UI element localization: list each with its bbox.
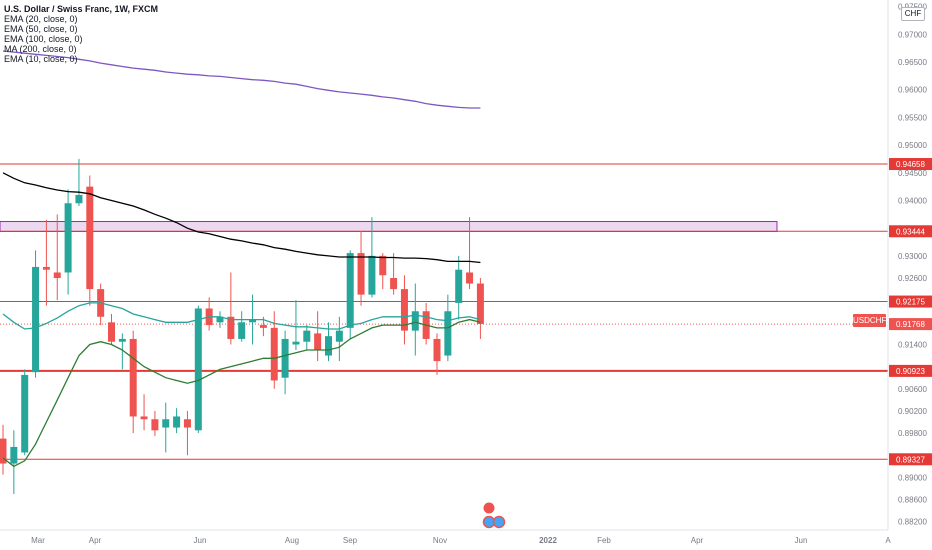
price-tick-label: 0.95000	[898, 141, 927, 150]
candle-body[interactable]	[10, 446, 18, 464]
candle-body[interactable]	[21, 374, 29, 453]
price-tag-label: 0.90923	[896, 367, 925, 376]
candle-body[interactable]	[108, 322, 115, 342]
time-tick-label: Apr	[691, 536, 704, 545]
price-tick-label: 0.96000	[898, 86, 927, 95]
price-tick-label: 0.94000	[898, 196, 927, 205]
candle-body[interactable]	[433, 338, 441, 362]
ma-series-line[interactable]	[2, 318, 481, 468]
indicator-ema50[interactable]: EMA (50, close, 0)	[4, 24, 78, 34]
candle-body[interactable]	[42, 266, 50, 270]
candle-body[interactable]	[281, 338, 289, 378]
time-tick-label: A	[885, 536, 891, 545]
candle-body[interactable]	[379, 255, 387, 276]
candle-body[interactable]	[346, 253, 354, 328]
price-tag-bg	[889, 225, 932, 238]
candle-body[interactable]	[411, 311, 419, 331]
price-tick-label: 0.90200	[898, 407, 927, 416]
price-tag-bg	[889, 453, 932, 466]
symbol-price-tag: USDCHF	[853, 314, 887, 327]
candle-body[interactable]	[118, 338, 126, 342]
indicator-ma200[interactable]: MA (200, close, 0)	[4, 44, 77, 54]
candle-body[interactable]	[455, 269, 463, 303]
currency-badge[interactable]: CHF	[901, 7, 925, 21]
price-tag-bg	[889, 295, 932, 308]
candle-body[interactable]	[140, 416, 148, 420]
candle-body[interactable]	[86, 186, 94, 290]
candle-body[interactable]	[335, 330, 343, 342]
time-tick-label: Nov	[433, 536, 447, 545]
ma-series-line[interactable]	[2, 302, 481, 330]
candle-body[interactable]	[183, 419, 191, 428]
price-tick-label: 0.89800	[898, 429, 927, 438]
candle-body[interactable]	[194, 308, 202, 431]
candle-body[interactable]	[400, 289, 408, 331]
price-tick-label: 0.89000	[898, 473, 927, 482]
candle-body[interactable]	[32, 266, 40, 373]
time-tick-label: Apr	[89, 536, 102, 545]
event-alert-icon[interactable]	[483, 502, 495, 514]
price-tag-bg	[889, 158, 932, 171]
candle-body[interactable]	[303, 330, 311, 342]
candle-body[interactable]	[259, 325, 267, 328]
candle-body[interactable]	[162, 419, 170, 428]
price-tick-label: 0.88600	[898, 496, 927, 505]
last-price-tag-bg	[889, 318, 932, 331]
candle-body[interactable]	[129, 338, 137, 417]
candle-body[interactable]	[0, 438, 7, 464]
candle-body[interactable]	[249, 319, 257, 323]
indicator-ema20[interactable]: EMA (20, close, 0)	[4, 14, 78, 24]
flag-us-icon[interactable]	[492, 515, 506, 529]
time-tick-label: Sep	[343, 536, 358, 545]
ma-series-line[interactable]	[2, 50, 481, 109]
candle-body[interactable]	[53, 272, 61, 279]
price-tag-label: 0.92175	[896, 298, 925, 307]
price-tick-label: 0.96500	[898, 58, 927, 67]
candle-body[interactable]	[292, 341, 300, 345]
candle-body[interactable]	[270, 327, 278, 381]
time-tick-label: Mar	[31, 536, 45, 545]
candle-body[interactable]	[476, 283, 484, 324]
price-tick-label: 0.91400	[898, 340, 927, 349]
candle-body[interactable]	[444, 311, 452, 356]
price-tick-label: 0.93000	[898, 252, 927, 261]
candle-body[interactable]	[466, 272, 474, 284]
price-tag-label: 0.93444	[896, 227, 925, 236]
price-tag-bg	[889, 364, 932, 377]
candle-body[interactable]	[64, 203, 72, 273]
candle-body[interactable]	[238, 322, 246, 339]
candle-body[interactable]	[325, 336, 332, 356]
candle-body[interactable]	[173, 416, 181, 428]
price-tick-label: 0.92600	[898, 274, 927, 283]
price-tick-label: 0.88200	[898, 518, 927, 527]
indicator-ema100[interactable]: EMA (100, close, 0)	[4, 34, 83, 44]
price-tag-label: 0.94658	[896, 160, 925, 169]
resistance-zone[interactable]	[0, 221, 778, 232]
price-tick-label: 0.97000	[898, 30, 927, 39]
candle-body[interactable]	[216, 316, 224, 323]
time-tick-label: Jun	[795, 536, 808, 545]
price-tick-label: 0.95500	[898, 113, 927, 122]
time-tick-label: 2022	[539, 536, 557, 545]
time-tick-label: Jun	[194, 536, 207, 545]
price-tick-label: 0.94500	[898, 169, 927, 178]
chart-legend: U.S. Dollar / Swiss Franc, 1W, FXCM EMA …	[4, 4, 158, 64]
candle-body[interactable]	[368, 255, 376, 295]
price-tag-label: 0.89327	[896, 455, 925, 464]
candle-body[interactable]	[357, 253, 365, 295]
candle-body[interactable]	[390, 278, 398, 290]
ma-series-line[interactable]	[2, 172, 481, 264]
price-tick-label: 0.90600	[898, 385, 927, 394]
time-tick-label: Aug	[285, 536, 299, 545]
time-tick-label: Feb	[597, 536, 611, 545]
indicator-ema10[interactable]: EMA (10, close, 0)	[4, 54, 78, 64]
candle-body[interactable]	[75, 194, 83, 204]
candle-body[interactable]	[314, 333, 322, 351]
candle-body[interactable]	[151, 419, 159, 431]
last-price-tag-label: 0.91768	[896, 320, 925, 329]
candle-body[interactable]	[227, 316, 235, 339]
symbol-title: U.S. Dollar / Swiss Franc, 1W, FXCM	[4, 4, 159, 14]
